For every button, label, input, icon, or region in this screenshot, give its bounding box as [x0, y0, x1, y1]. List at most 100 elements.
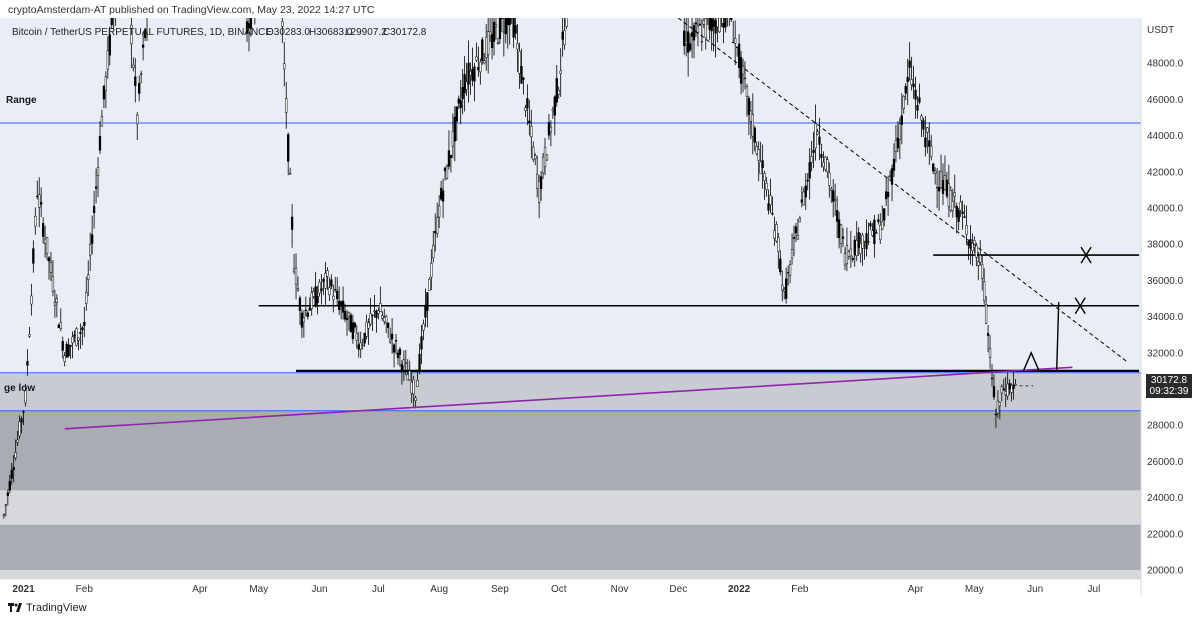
candle-body	[445, 166, 449, 179]
candle-body	[2, 514, 6, 517]
candle-body	[6, 492, 9, 496]
x-tick-label: Apr	[908, 584, 924, 595]
candle-body	[751, 114, 754, 137]
candle-body	[392, 344, 396, 353]
candle-body	[140, 73, 143, 75]
range-label: Range	[6, 95, 37, 106]
x-tick-label: 2021	[12, 584, 35, 595]
candle-body	[402, 359, 406, 367]
candle-body	[747, 97, 751, 115]
candle-body	[967, 240, 970, 246]
candle-body	[692, 25, 696, 41]
candle-body	[459, 100, 462, 108]
candle-body	[792, 236, 796, 239]
candle-body	[283, 63, 286, 70]
candle-body	[24, 390, 27, 404]
candle-body	[735, 46, 739, 48]
candle-body	[839, 224, 843, 244]
candle-body	[871, 230, 874, 236]
candle-body	[918, 97, 921, 103]
candle-body	[902, 96, 905, 110]
x-tick-label: 2022	[728, 584, 751, 595]
candle-body	[847, 251, 851, 257]
candle-body	[302, 317, 306, 323]
legend-close: C30172.8	[383, 27, 427, 38]
candle-body	[926, 127, 929, 133]
candle-body	[373, 310, 376, 312]
candle-body	[712, 19, 715, 27]
candle-body	[543, 147, 547, 167]
candle-body	[851, 258, 854, 260]
brand-name: TradingView	[26, 602, 87, 614]
candle-body	[290, 216, 294, 230]
candle-body	[461, 87, 464, 100]
candle-body	[67, 344, 70, 357]
candle-body	[941, 180, 945, 194]
trendlines	[64, 18, 1128, 430]
candle-body	[883, 208, 886, 221]
candle-body	[434, 231, 437, 234]
candle-body	[998, 402, 1001, 407]
candle-body	[361, 344, 364, 347]
candle-body	[551, 109, 555, 112]
candle-body	[875, 232, 878, 234]
candle-body	[410, 381, 413, 394]
candle-body	[51, 276, 55, 292]
candle-body	[524, 107, 527, 111]
x-tick-label: Feb	[76, 584, 94, 595]
candle-body	[110, 18, 113, 26]
y-tick-label: 22000.0	[1147, 529, 1184, 540]
candle-body	[312, 291, 315, 297]
candle-body	[739, 57, 743, 84]
horizontal-levels	[0, 122, 1141, 412]
trendline	[678, 18, 1128, 363]
candle-body	[710, 18, 713, 32]
candle-body	[316, 295, 319, 304]
candle-body	[328, 287, 331, 296]
candle-body	[332, 295, 335, 300]
candle-body	[912, 83, 915, 88]
candle-body	[449, 154, 453, 158]
candle-body	[4, 504, 8, 507]
candle-body	[475, 56, 478, 61]
candle-body	[951, 200, 954, 211]
candle-body	[8, 480, 11, 491]
candle-body	[447, 150, 451, 167]
candle-body	[957, 210, 960, 222]
candle-body	[467, 62, 470, 85]
candle-body	[330, 279, 333, 287]
y-tick-label: 28000.0	[1147, 421, 1184, 432]
candle-body	[359, 342, 362, 350]
candle-body	[500, 18, 504, 20]
candle-body	[722, 22, 725, 28]
candle-body	[508, 18, 511, 25]
candle-body	[707, 16, 709, 17]
candle-body	[557, 89, 560, 95]
candle-body	[924, 137, 927, 148]
candle-body	[81, 327, 84, 331]
candle-body	[865, 233, 868, 250]
candle-body	[843, 252, 847, 266]
candle-body	[849, 248, 852, 257]
candle-body	[686, 31, 690, 53]
x-tick-label: Sep	[491, 584, 509, 595]
candle-body	[483, 60, 486, 64]
candle-body	[834, 199, 837, 201]
candle-body	[304, 309, 307, 311]
candle-body	[816, 131, 819, 135]
candle-body	[357, 344, 360, 350]
candle-body	[36, 195, 39, 198]
footer[interactable]: TradingView	[8, 602, 87, 614]
candle-body	[708, 18, 711, 30]
candle-body	[718, 18, 721, 32]
candle-body	[1008, 383, 1011, 390]
candle-body	[40, 202, 43, 205]
candle-body	[455, 106, 458, 122]
shaded-bands	[0, 490, 1141, 579]
candle-body	[436, 217, 439, 234]
candle-body	[418, 353, 421, 372]
candle-body	[408, 370, 411, 381]
candle-body	[488, 31, 492, 36]
candle-body	[994, 413, 998, 416]
